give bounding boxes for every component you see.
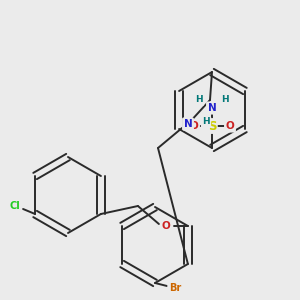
Text: H: H xyxy=(195,95,203,104)
Text: Cl: Cl xyxy=(10,201,20,211)
Text: N: N xyxy=(208,103,216,113)
Text: O: O xyxy=(190,121,198,131)
Text: Br: Br xyxy=(169,283,181,293)
Text: H: H xyxy=(221,95,229,104)
Text: O: O xyxy=(226,121,234,131)
Text: H: H xyxy=(202,118,210,127)
Text: O: O xyxy=(161,221,170,231)
Text: S: S xyxy=(208,119,216,133)
Text: N: N xyxy=(184,119,192,129)
